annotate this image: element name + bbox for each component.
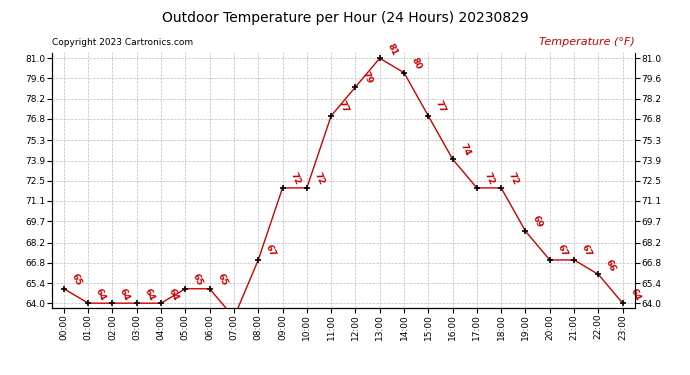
Text: 79: 79 <box>361 70 375 86</box>
Text: 72: 72 <box>288 171 302 186</box>
Text: 80: 80 <box>410 56 423 71</box>
Text: 64: 64 <box>142 286 156 302</box>
Text: 63: 63 <box>0 374 1 375</box>
Text: 64: 64 <box>118 286 132 302</box>
Text: 72: 72 <box>313 171 326 186</box>
Text: 69: 69 <box>531 214 544 230</box>
Text: 65: 65 <box>191 272 204 287</box>
Text: 77: 77 <box>434 99 447 114</box>
Text: 64: 64 <box>94 286 107 302</box>
Text: Temperature (°F): Temperature (°F) <box>539 38 635 47</box>
Text: Copyright 2023 Cartronics.com: Copyright 2023 Cartronics.com <box>52 38 193 47</box>
Text: 67: 67 <box>264 243 277 259</box>
Text: 64: 64 <box>166 286 180 302</box>
Text: 67: 67 <box>555 243 569 259</box>
Text: 81: 81 <box>385 42 399 57</box>
Text: 77: 77 <box>337 99 351 114</box>
Text: 65: 65 <box>215 272 228 287</box>
Text: 72: 72 <box>506 171 520 186</box>
Text: 65: 65 <box>70 272 83 287</box>
Text: 64: 64 <box>628 286 642 302</box>
Text: Outdoor Temperature per Hour (24 Hours) 20230829: Outdoor Temperature per Hour (24 Hours) … <box>161 11 529 25</box>
Text: 72: 72 <box>482 171 496 186</box>
Text: 66: 66 <box>604 258 618 273</box>
Text: 67: 67 <box>580 243 593 259</box>
Text: 74: 74 <box>458 142 472 158</box>
